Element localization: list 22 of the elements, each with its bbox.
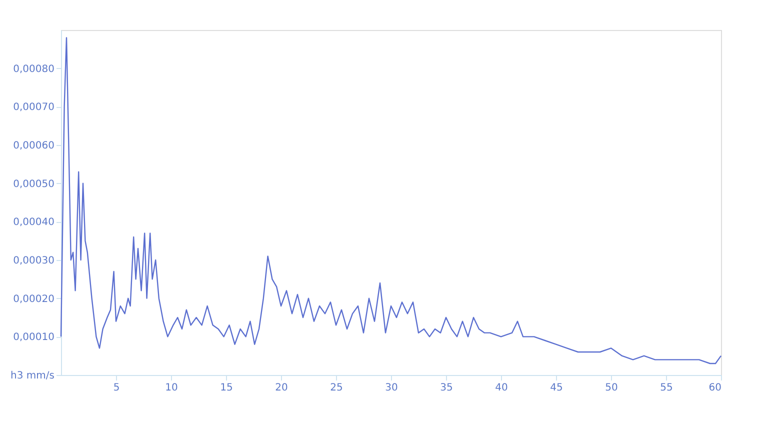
y-tick-label: h3 mm/s [10, 370, 54, 382]
x-tick-label: 30 [385, 382, 398, 394]
y-tick-label: 0,00040 [13, 217, 54, 228]
x-tick-label: 15 [220, 382, 233, 394]
x-tick-label: 40 [495, 382, 508, 394]
y-tick-label: 0,00010 [13, 332, 54, 344]
y-tick-label: 0,00080 [13, 64, 54, 75]
x-tick-label: 10 [165, 382, 178, 394]
x-tick-label: 55 [660, 382, 673, 394]
x-tick-label: 25 [330, 382, 343, 394]
y-tick-label: 0,00060 [13, 140, 54, 152]
x-tick-label: 50 [605, 382, 618, 394]
y-tick-label: 0,00020 [13, 294, 54, 305]
x-tick-label: 5 [113, 382, 120, 394]
y-tick-label: 0,00050 [13, 178, 54, 190]
x-tick-label: 20 [275, 382, 288, 394]
x-tick-label: 60 [708, 382, 722, 394]
y-tick-label: 0,00030 [13, 256, 54, 266]
x-tick-label: 45 [550, 382, 563, 394]
line-series [60, 37, 722, 364]
y-tick-label: 0,00070 [13, 102, 54, 114]
x-tick-label: 35 [440, 382, 453, 394]
